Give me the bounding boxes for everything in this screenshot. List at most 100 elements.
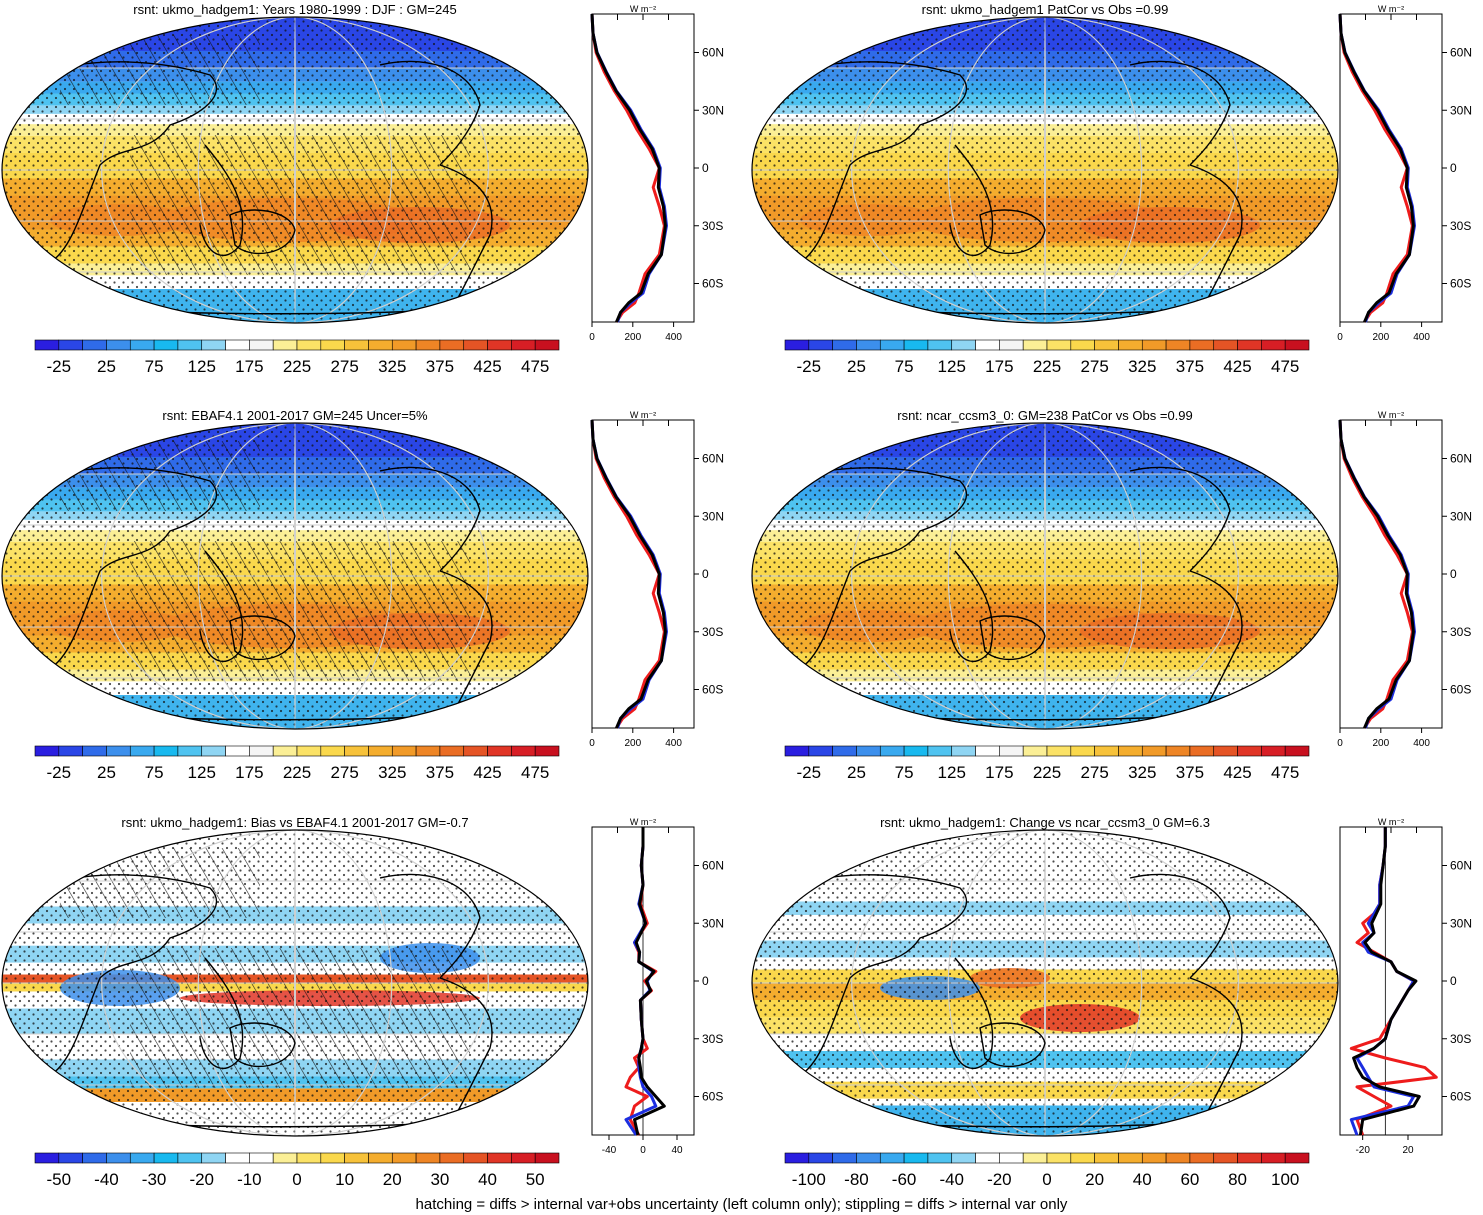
colorbar-swatch [511,745,536,757]
colorbar-swatch [808,339,833,351]
colorbar-label: -40 [939,1170,964,1189]
colorbar-swatch [903,1152,929,1164]
colorbar-label: 25 [847,357,866,376]
colorbar-swatch [1022,1152,1048,1164]
colorbar-swatch [487,339,512,351]
colorbar: -50 -40 -30 -20 -10 0 10 20 30 40 50 [34,1152,560,1189]
lat-tick-label: 0 [702,974,709,988]
colorbar-swatch [1046,745,1072,757]
colorbar-swatch [129,339,155,351]
colorbar-label: 25 [847,763,866,782]
x-tick-label: 200 [624,738,641,749]
colorbar-swatch [1213,339,1238,351]
lat-tick-label: 60S [702,683,723,697]
colorbar-swatch [177,745,203,757]
colorbar-swatch [201,745,226,757]
colorbar-swatch [463,339,488,351]
zonal-plot-frame [1339,419,1443,729]
colorbar-swatch [534,1152,560,1164]
colorbar-swatch [249,339,274,351]
zonal-plot-frame [591,13,695,323]
x-tick-label: 400 [665,332,682,343]
zonal-mean-plot: W m⁻² 60N 30N 0 30S 60S 0 200 400 [1337,410,1472,749]
colorbar-swatch [1141,339,1167,351]
zonal-mean-plot: W m⁻² 60N 30N 0 30S 60S 0 200 400 [589,410,724,749]
colorbar-label: 225 [283,357,311,376]
colorbar-label: -25 [797,357,822,376]
zonal-series-line [1352,827,1421,1136]
map-frame [1,829,589,1137]
lat-tick-label: 60N [702,452,724,466]
colorbar-swatch [344,1152,369,1164]
colorbar-swatch [1118,745,1143,757]
colorbar-swatch [106,1152,131,1164]
colorbar-swatch [1046,339,1072,351]
colorbar-swatch [249,745,274,757]
colorbar-label: -30 [142,1170,167,1189]
zonal-series-line [1338,13,1415,323]
colorbar-swatch [320,339,345,351]
zonal-units-label: W m⁻² [1378,817,1404,827]
graticule [2,423,588,729]
panel-title: rsnt: ukmo_hadgem1: Change vs ncar_ccsm3… [880,815,1210,830]
lat-tick-label: 60N [1450,859,1472,873]
colorbar-label: 275 [330,763,358,782]
colorbar-swatch [296,745,322,757]
colorbar-label: 30 [430,1170,449,1189]
colorbar-label: -20 [189,1170,214,1189]
colorbar-swatch [808,1152,833,1164]
lat-tick-label: 30N [702,103,724,117]
colorbar-label: 75 [145,763,164,782]
x-tick-label: -40 [602,1145,617,1156]
colorbar-label: 175 [985,357,1013,376]
lat-tick-label: 60S [1450,277,1471,291]
colorbar-swatch [784,1152,810,1164]
colorbar-swatch [1070,1152,1095,1164]
colorbar-swatch [1094,1152,1119,1164]
zonal-series-line [633,827,666,1136]
colorbar-swatch [391,1152,417,1164]
colorbar-swatch [1213,1152,1238,1164]
colorbar-swatch [879,745,905,757]
colorbar-label: 325 [1128,357,1156,376]
hatching [60,848,470,1088]
lat-tick-label: 30N [1450,103,1472,117]
colorbar-swatch [832,1152,857,1164]
colorbar-swatch [296,339,322,351]
colorbar-label: -60 [892,1170,917,1189]
colorbar-swatch [439,339,465,351]
colorbar-swatch [225,339,250,351]
colorbar-swatch [1284,339,1310,351]
colorbar-label: 425 [1223,357,1251,376]
colorbar-swatch [1261,1152,1286,1164]
world-map [751,16,1339,324]
colorbar-swatch [106,339,131,351]
colorbar-swatch [296,1152,322,1164]
colorbar-label: 175 [235,763,263,782]
colorbar-swatch [1141,745,1167,757]
colorbar: -25 25 75 125 175 225 275 325 375 425 475 [34,339,560,376]
colorbar-swatch [1213,745,1238,757]
lat-tick-label: 30S [702,625,723,639]
colorbar-swatch [272,745,298,757]
colorbar-swatch [320,1152,345,1164]
colorbar-swatch [1237,1152,1262,1164]
colorbar-swatch [82,1152,107,1164]
colorbar-label: 425 [473,357,501,376]
colorbar-swatch [201,339,226,351]
colorbar-swatch [927,1152,953,1164]
colorbar-label: 25 [97,763,116,782]
colorbar-label: 75 [895,763,914,782]
lat-tick-label: 30N [1450,509,1472,523]
colorbar-swatch [856,1152,881,1164]
hatching [60,35,470,275]
colorbar-swatch [1070,339,1095,351]
colorbar-swatch [1094,745,1119,757]
world-map [1,422,589,730]
lat-tick-label: 0 [1450,974,1457,988]
panel-title: rsnt: ukmo_hadgem1: Years 1980-1999 : DJ… [133,2,457,17]
colorbar-label: 275 [1080,357,1108,376]
colorbar-label: -25 [47,357,72,376]
colorbar-swatch [1141,1152,1167,1164]
zonal-series-line [590,419,667,729]
